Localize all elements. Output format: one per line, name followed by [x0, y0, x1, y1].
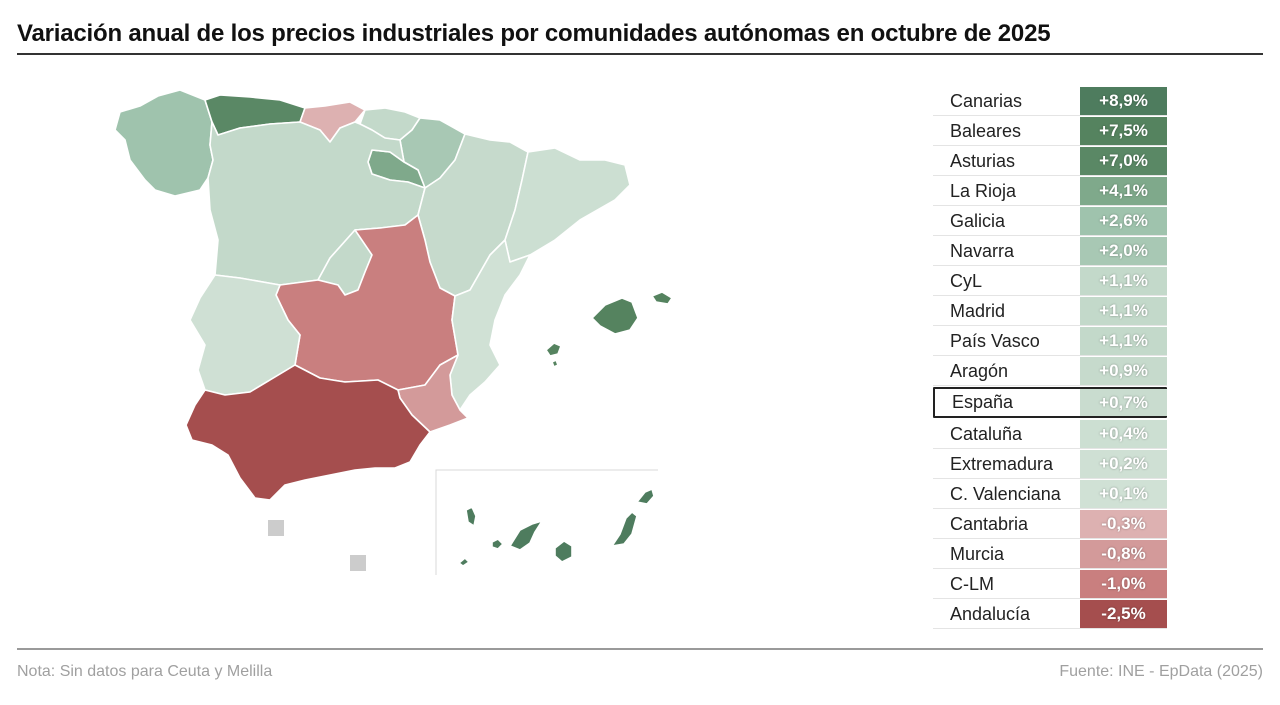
region-canarias-tenerife[interactable] — [509, 520, 543, 551]
region-name: Andalucía — [950, 604, 1031, 624]
footer-rule — [17, 648, 1263, 650]
footnote: Nota: Sin datos para Ceuta y Melilla — [17, 663, 273, 680]
melilla-no-data — [350, 555, 366, 571]
region-value: +1,1% — [1080, 297, 1167, 325]
region-canarias-la-gomera[interactable] — [491, 538, 504, 550]
table-row: C. Valenciana +0,1% — [933, 479, 1167, 509]
region-galicia[interactable] — [114, 89, 214, 197]
table-row: Baleares +7,5% — [933, 116, 1167, 146]
region-name: España — [952, 392, 1014, 412]
region-value: +0,1% — [1080, 480, 1167, 508]
region-baleares-menorca[interactable] — [651, 291, 673, 305]
region-value: +0,2% — [1080, 450, 1167, 478]
title-rule — [17, 53, 1263, 55]
region-name: Asturias — [950, 151, 1016, 171]
region-name: C. Valenciana — [950, 484, 1061, 504]
table-row: Andalucía -2,5% — [933, 599, 1167, 629]
table-row: Extremadura +0,2% — [933, 449, 1167, 479]
table-row: Cantabria -0,3% — [933, 509, 1167, 539]
region-cataluna[interactable] — [504, 147, 631, 263]
region-value: +7,0% — [1080, 147, 1167, 175]
region-canarias-el-hierro[interactable] — [458, 557, 470, 567]
region-name: Cantabria — [950, 514, 1029, 534]
table-row: Murcia -0,8% — [933, 539, 1167, 569]
region-name: Cataluña — [950, 424, 1023, 444]
region-name: Murcia — [950, 544, 1005, 564]
chart-title: Variación anual de los precios industria… — [17, 20, 1051, 47]
table-row-total: España +0,7% — [933, 387, 1167, 418]
ceuta-no-data — [268, 520, 284, 536]
table-row: Galicia +2,6% — [933, 206, 1167, 236]
region-name: La Rioja — [950, 181, 1017, 201]
region-value: +4,1% — [1080, 177, 1167, 205]
region-name: Aragón — [950, 361, 1009, 381]
region-name: Baleares — [950, 121, 1022, 141]
canarias-inset-frame — [435, 469, 658, 575]
table-row: País Vasco +1,1% — [933, 326, 1167, 356]
region-value: +1,1% — [1080, 327, 1167, 355]
region-value: +1,1% — [1080, 267, 1167, 295]
region-canarias-fuerteventura[interactable] — [611, 511, 638, 547]
region-baleares-mallorca[interactable] — [591, 297, 639, 335]
table-row: Madrid +1,1% — [933, 296, 1167, 326]
region-name: Madrid — [950, 301, 1006, 321]
region-value: +0,9% — [1080, 357, 1167, 385]
region-name: Extremadura — [950, 454, 1054, 474]
region-value: -2,5% — [1080, 600, 1167, 628]
spain-choropleth-map — [114, 89, 673, 575]
table-row: CyL +1,1% — [933, 266, 1167, 296]
region-value: +7,5% — [1080, 117, 1167, 145]
region-value: -0,3% — [1080, 510, 1167, 538]
table-row: Aragón +0,9% — [933, 356, 1167, 386]
region-baleares-ibiza[interactable] — [545, 342, 562, 357]
region-value: +0,7% — [1080, 389, 1167, 416]
source-label: Fuente: INE - EpData (2025) — [1059, 663, 1263, 680]
table-row: Cataluña +0,4% — [933, 419, 1167, 449]
region-value: +2,0% — [1080, 237, 1167, 265]
region-name: Canarias — [950, 91, 1023, 111]
table-row: C-LM -1,0% — [933, 569, 1167, 599]
region-canarias-la-palma[interactable] — [465, 506, 477, 527]
table-row: Asturias +7,0% — [933, 146, 1167, 176]
region-value: +2,6% — [1080, 207, 1167, 235]
region-name: C-LM — [950, 574, 994, 594]
table-row: Canarias +8,9% — [933, 86, 1167, 116]
region-name: Galicia — [950, 211, 1006, 231]
region-value: -0,8% — [1080, 540, 1167, 568]
region-canarias-gran-canaria[interactable] — [554, 540, 573, 563]
region-name: Navarra — [950, 241, 1015, 261]
table-row: La Rioja +4,1% — [933, 176, 1167, 206]
region-value: +0,4% — [1080, 420, 1167, 448]
table-row: Navarra +2,0% — [933, 236, 1167, 266]
region-castilla-y-leon[interactable] — [207, 121, 426, 286]
region-value: +8,9% — [1080, 87, 1167, 115]
region-baleares-formentera[interactable] — [551, 359, 559, 368]
values-table: Canarias +8,9% Baleares +7,5% Asturias +7,0% L… — [933, 86, 1167, 629]
region-value: -1,0% — [1080, 570, 1167, 598]
region-canarias-lanzarote[interactable] — [636, 488, 655, 505]
region-name: CyL — [950, 271, 983, 291]
region-name: País Vasco — [950, 331, 1040, 351]
region-andalucia[interactable] — [185, 364, 431, 501]
